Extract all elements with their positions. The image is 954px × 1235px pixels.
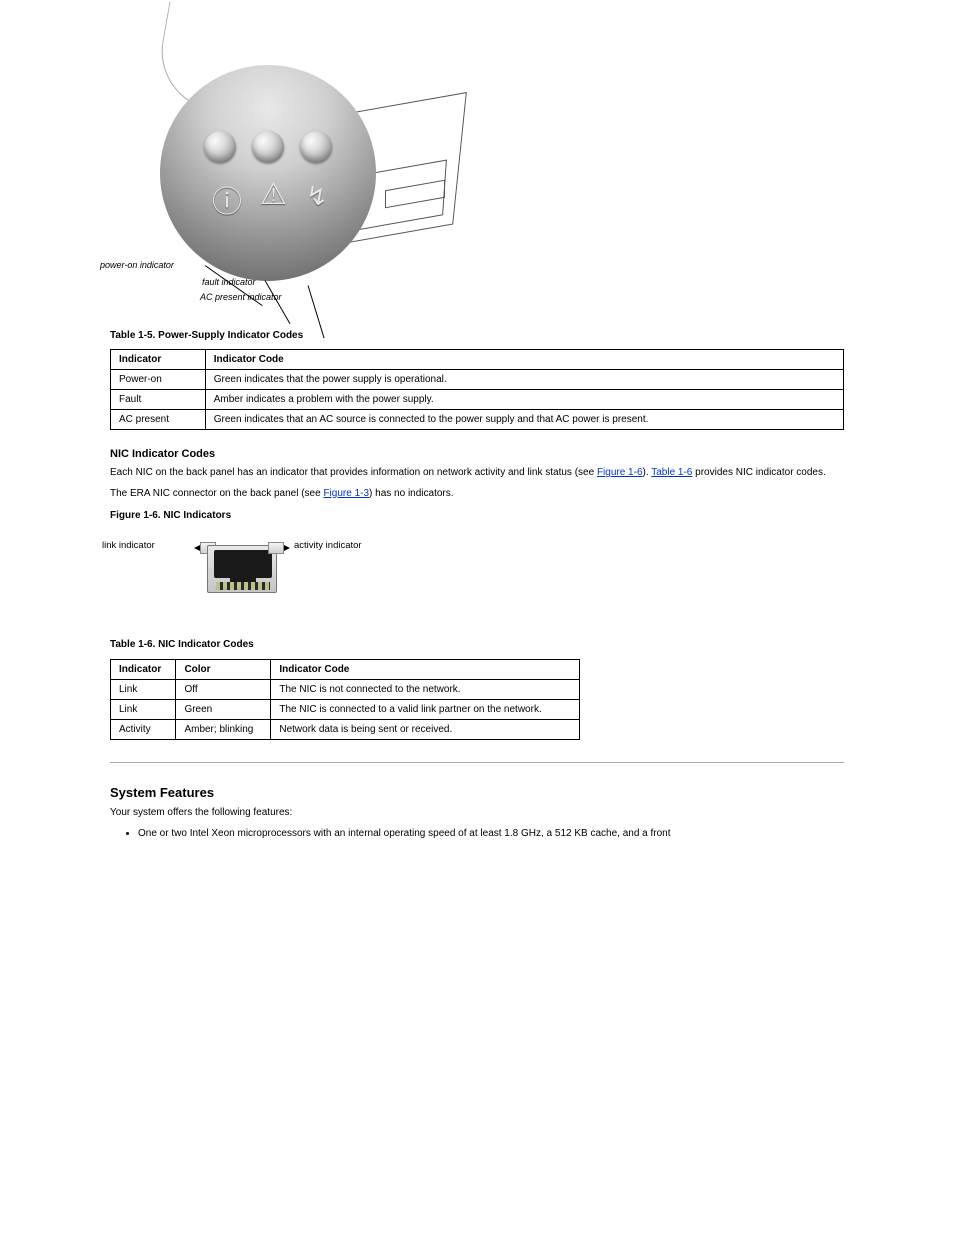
- nic-indicator-table: Indicator Color Indicator Code LinkOffTh…: [110, 659, 580, 740]
- col-indicator: Indicator: [111, 350, 206, 370]
- link-table-1-6[interactable]: Table 1-6: [651, 467, 692, 478]
- label-activity-indicator: activity indicator: [294, 540, 362, 551]
- label-link-indicator: link indicator: [102, 540, 155, 551]
- table-row: LinkGreenThe NIC is connected to a valid…: [111, 699, 580, 719]
- table-row: ActivityAmber; blinkingNetwork data is b…: [111, 719, 580, 739]
- psu-magnifier: ⓘ ⚠ ↯: [160, 65, 376, 281]
- nic-para-1: Each NIC on the back panel has an indica…: [110, 466, 844, 481]
- nic-figure: link indicator activity indicator: [104, 530, 384, 610]
- led-ac-present-icon: [300, 131, 332, 163]
- arrow-icon: [284, 545, 290, 551]
- link-figure-1-3[interactable]: Figure 1-3: [323, 488, 369, 499]
- table-row: Power-onGreen indicates that the power s…: [111, 370, 844, 390]
- features-title: System Features: [110, 785, 844, 800]
- nic-para-2: The ERA NIC connector on the back panel …: [110, 487, 844, 502]
- symbol-power-icon: ⓘ: [212, 177, 242, 221]
- col-code: Indicator Code: [205, 350, 843, 370]
- table-row: LinkOffThe NIC is not connected to the n…: [111, 679, 580, 699]
- nic-port-icon: [207, 545, 277, 593]
- features-intro: Your system offers the following feature…: [110, 806, 844, 821]
- nic-table-caption: Table 1-6. NIC Indicator Codes: [110, 638, 844, 653]
- col-indicator: Indicator: [111, 659, 176, 679]
- nic-activity-led-icon: [268, 542, 284, 554]
- col-code: Indicator Code: [271, 659, 580, 679]
- label-power-on: power-on indicator: [100, 260, 174, 270]
- nic-figure-caption: Figure 1-6. NIC Indicators: [110, 509, 844, 524]
- table-row: AC presentGreen indicates that an AC sou…: [111, 410, 844, 430]
- psu-figure: ⓘ ⚠ ↯ power-on indicator fault indicator…: [100, 10, 480, 300]
- psu-indicator-table: Indicator Indicator Code Power-onGreen i…: [110, 349, 844, 430]
- nic-section-title: NIC Indicator Codes: [110, 448, 844, 460]
- symbol-warning-icon: ⚠: [260, 177, 287, 212]
- nic-pins-icon: [216, 582, 270, 590]
- table-header-row: Indicator Indicator Code: [111, 350, 844, 370]
- col-color: Color: [176, 659, 271, 679]
- features-list: One or two Intel Xeon microprocessors wi…: [138, 826, 844, 841]
- label-fault: fault indicator: [202, 277, 256, 287]
- table-row: FaultAmber indicates a problem with the …: [111, 390, 844, 410]
- symbol-ac-icon: ↯: [306, 181, 328, 212]
- table-header-row: Indicator Color Indicator Code: [111, 659, 580, 679]
- section-divider: [110, 762, 844, 763]
- psu-table-caption: Table 1-5. Power-Supply Indicator Codes: [110, 329, 844, 344]
- label-ac: AC present indicator: [200, 292, 282, 302]
- led-power-on-icon: [204, 131, 236, 163]
- list-item: One or two Intel Xeon microprocessors wi…: [138, 826, 844, 841]
- link-figure-1-6[interactable]: Figure 1-6: [597, 467, 643, 478]
- led-fault-icon: [252, 131, 284, 163]
